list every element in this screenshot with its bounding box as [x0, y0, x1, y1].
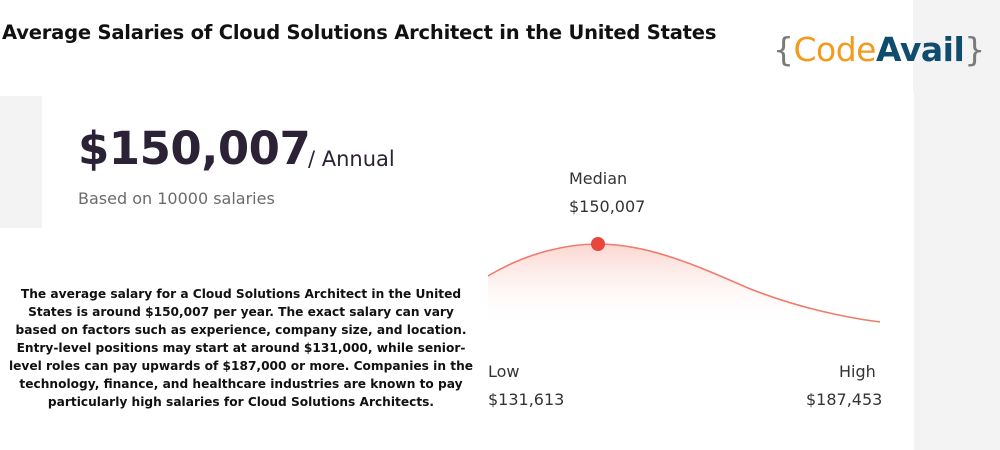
salary-description: The average salary for a Cloud Solutions… — [8, 287, 474, 409]
median-value: $150,007 — [569, 197, 646, 216]
median-label: Median — [569, 169, 628, 188]
high-value: $187,453 — [806, 390, 883, 409]
salary-distribution-curve — [488, 237, 881, 328]
logo-brace-open: { — [773, 30, 794, 69]
high-label: High — [839, 362, 876, 381]
logo-brace-close: } — [964, 30, 985, 69]
curve-fill — [488, 244, 880, 328]
logo-avail-text: Avail — [875, 30, 965, 69]
logo-panel — [700, 0, 913, 92]
low-value: $131,613 — [488, 390, 565, 409]
title-panel — [0, 0, 735, 96]
low-label: Low — [488, 362, 520, 381]
logo-code-text: Code — [793, 30, 877, 69]
median-marker — [591, 237, 605, 251]
page-title: Average Salaries of Cloud Solutions Arch… — [2, 21, 717, 44]
description-panel — [0, 228, 480, 450]
codeavail-logo[interactable]: {CodeAvail} — [773, 26, 985, 74]
curve-line — [488, 243, 881, 323]
salary-period: / Annual — [308, 147, 395, 171]
salary-sample-size: Based on 10000 salaries — [78, 189, 275, 208]
salary-amount: $150,007 — [78, 122, 311, 175]
left-gap — [0, 96, 42, 228]
